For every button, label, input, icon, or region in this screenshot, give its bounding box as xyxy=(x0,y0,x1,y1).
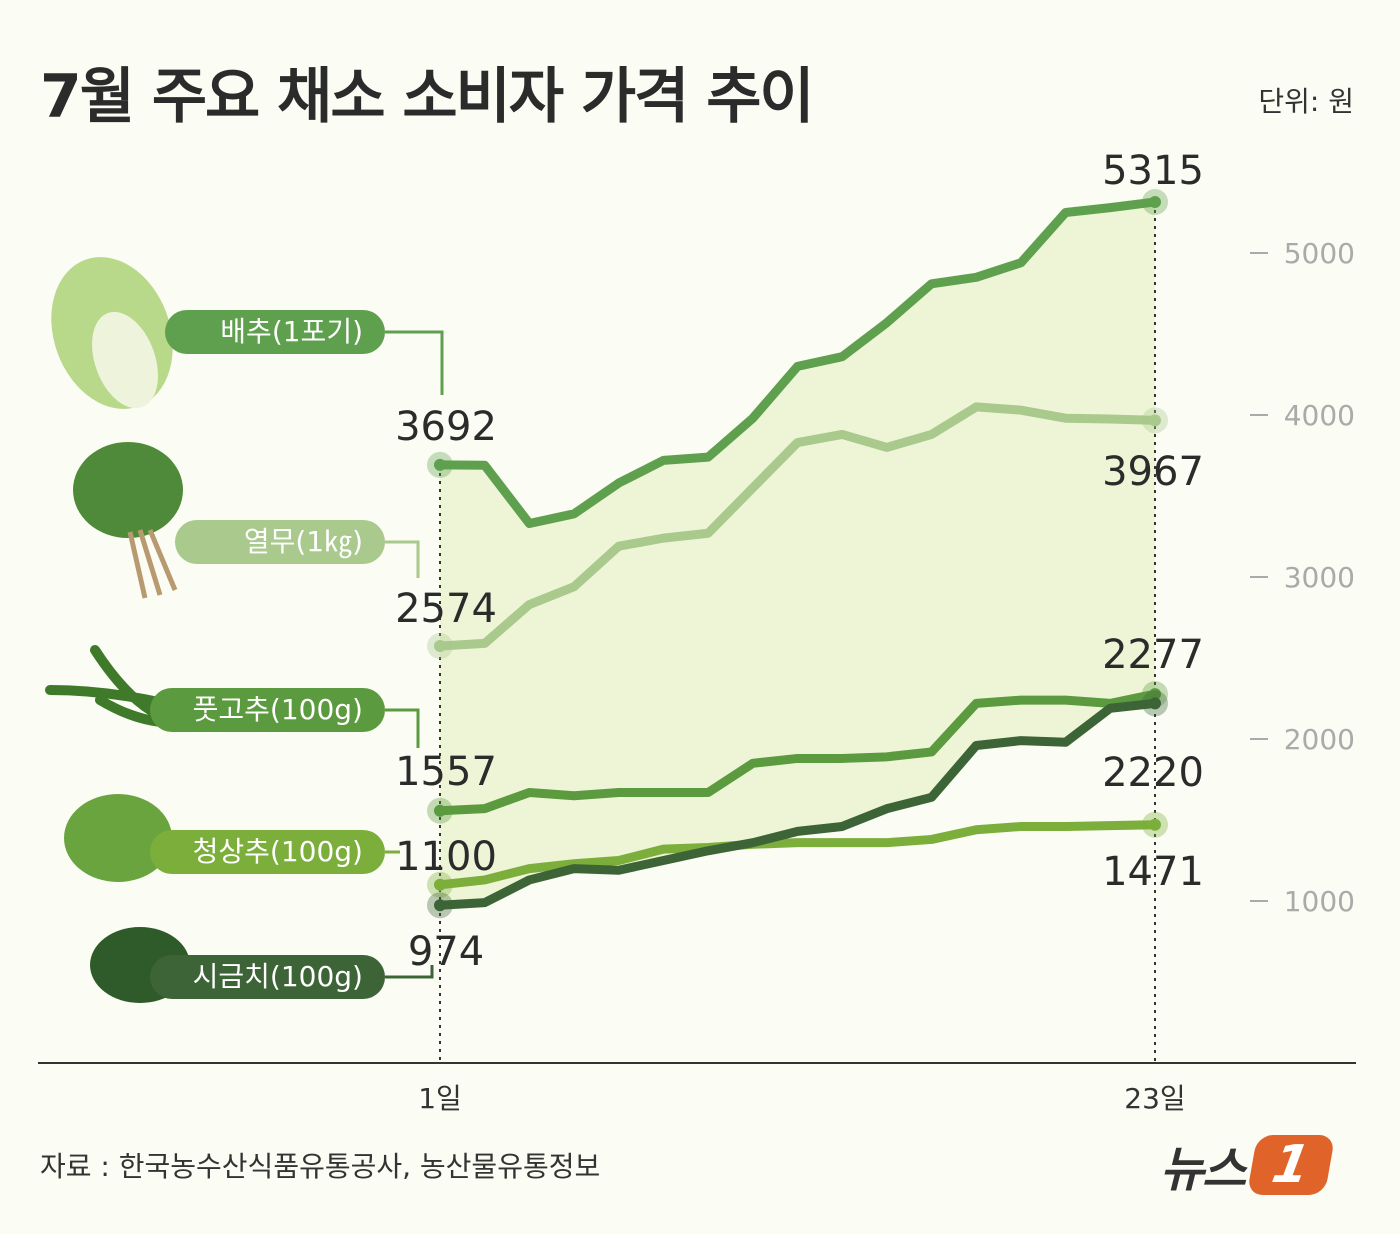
series-label-pill: 풋고추(100g) xyxy=(150,688,385,732)
start-value-label: 974 xyxy=(408,929,484,975)
series-label-pill: 배추(1포기) xyxy=(165,310,385,354)
x-tick-label: 23일 xyxy=(1124,1082,1185,1115)
end-value-label: 5315 xyxy=(1102,148,1204,194)
endpoint-marker xyxy=(1149,697,1161,710)
series-label-pill: 열무(1㎏) xyxy=(175,520,385,564)
y-tick-label: 5000 xyxy=(1284,237,1355,270)
series-line xyxy=(435,197,1160,529)
start-value-label: 1100 xyxy=(395,834,497,880)
data-labels: 3692 5315 2574 3967 1557 2277 1100 1471 974 2220 xyxy=(395,148,1204,975)
axes: 1일 23일 1000 2000 3000 4000 5000 xyxy=(38,202,1356,1115)
label-connectors xyxy=(385,330,444,979)
young-radish-leaves-icon xyxy=(73,442,183,538)
series-label-pill: 청상추(100g) xyxy=(150,830,385,874)
unit-label: 단위: 원 xyxy=(1258,85,1354,118)
napa-cabbage-heart xyxy=(92,311,158,409)
x-tick-label: 1일 xyxy=(418,1082,462,1115)
series-line xyxy=(435,402,1160,651)
end-value-label: 2277 xyxy=(1102,632,1204,678)
label-connector xyxy=(385,708,420,748)
endpoint-marker xyxy=(1149,688,1161,701)
y-tick-label: 4000 xyxy=(1284,399,1355,432)
area-fill xyxy=(440,201,1155,906)
endpoint-marker xyxy=(1149,818,1161,831)
end-value-label: 1471 xyxy=(1102,849,1204,895)
news1-logo: 뉴스 1 xyxy=(1160,1130,1336,1200)
endpoint-marker xyxy=(434,458,446,471)
young-radish-roots xyxy=(127,529,178,599)
start-value-label: 3692 xyxy=(395,404,497,450)
series-line xyxy=(435,689,1160,816)
vegetable-illustrations xyxy=(45,257,205,1003)
label-connector xyxy=(385,330,444,395)
series-lines xyxy=(427,188,1168,919)
series-line xyxy=(435,820,1160,890)
endpoint-marker xyxy=(434,878,446,891)
chart-title: 7월 주요 채소 소비자 가격 추이 xyxy=(40,62,815,132)
y-tick-label: 3000 xyxy=(1284,561,1355,594)
source-note: 자료 : 한국농수산식품유통공사, 농산물유통정보 xyxy=(40,1150,601,1183)
endpoint-marker xyxy=(434,899,446,912)
shaded-area xyxy=(440,201,1155,906)
start-value-label: 1557 xyxy=(395,749,497,795)
label-connector xyxy=(385,540,420,578)
lettuce-icon xyxy=(64,794,172,882)
endpoint-marker xyxy=(434,804,446,817)
endpoint-marker xyxy=(434,640,446,653)
series-label-pill: 시금치(100g) xyxy=(150,955,385,999)
series-line xyxy=(435,698,1160,910)
endpoint-marker xyxy=(1149,195,1161,208)
y-tick-label: 2000 xyxy=(1284,723,1355,756)
y-tick-label: 1000 xyxy=(1284,885,1355,918)
label-connector xyxy=(385,965,434,979)
end-value-label: 2220 xyxy=(1102,750,1204,796)
end-value-label: 3967 xyxy=(1102,449,1204,495)
start-value-label: 2574 xyxy=(395,586,497,632)
endpoint-marker xyxy=(1149,414,1161,427)
